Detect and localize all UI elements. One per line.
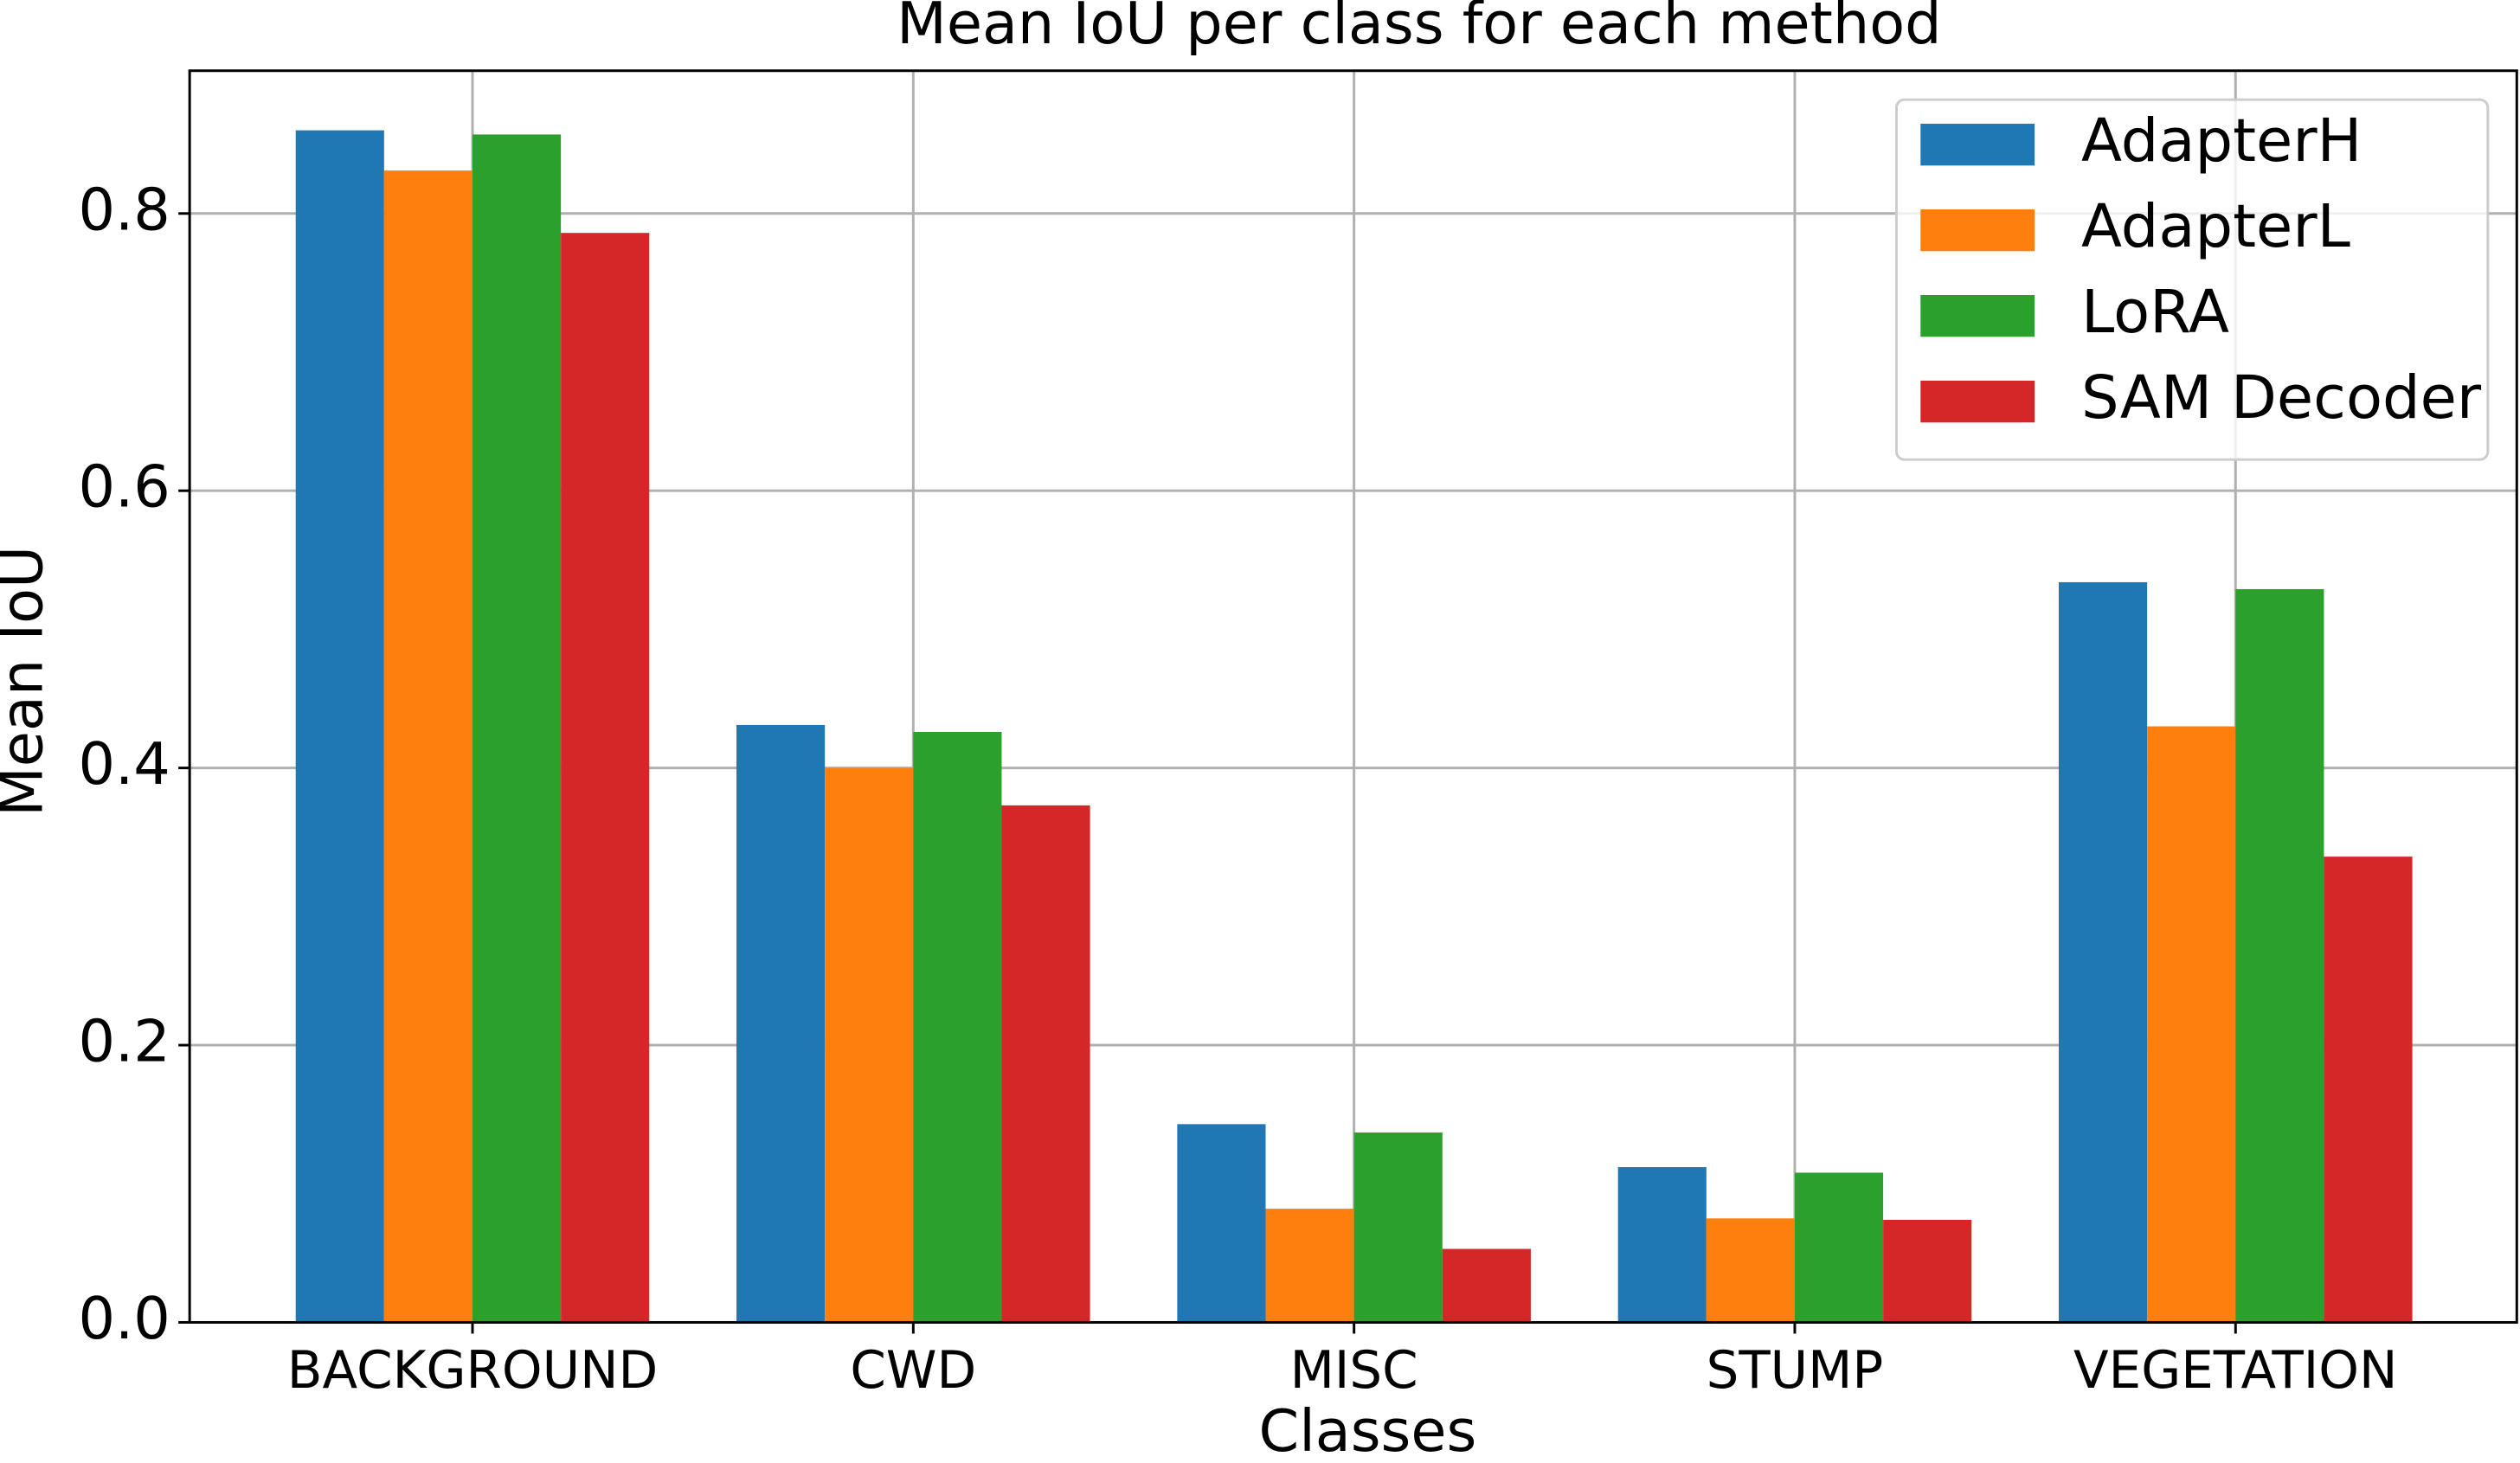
bar <box>383 170 472 1323</box>
bar <box>472 134 562 1323</box>
x-tick-label: CWD <box>850 1341 976 1401</box>
bar <box>736 724 826 1323</box>
chart-title: Mean IoU per class for each method <box>897 0 1941 57</box>
bar <box>2324 857 2413 1323</box>
bar <box>1265 1209 1354 1323</box>
legend-swatch <box>1920 209 2035 252</box>
legend-label: SAM Decoder <box>2081 363 2482 433</box>
x-tick-label: MISC <box>1290 1341 1418 1401</box>
bar <box>2235 588 2324 1323</box>
x-tick-label: STUMP <box>1707 1341 1884 1401</box>
y-tick-label: 0.8 <box>79 176 170 243</box>
x-tick-label: BACKGROUND <box>287 1341 659 1401</box>
y-tick-label: 0.2 <box>79 1008 170 1075</box>
legend-swatch <box>1920 295 2035 337</box>
bar <box>913 731 1002 1323</box>
bar <box>1001 805 1090 1323</box>
bar <box>2147 726 2236 1323</box>
bar <box>1177 1124 1266 1323</box>
y-tick-label: 0.4 <box>79 730 170 798</box>
y-axis-label: Mean IoU <box>0 546 55 817</box>
legend-label: AdapterL <box>2081 192 2350 261</box>
bar <box>825 767 914 1323</box>
y-tick-label: 0.6 <box>79 453 170 521</box>
bar <box>1617 1167 1707 1323</box>
bar <box>1442 1248 1531 1323</box>
legend-box <box>1894 98 2490 461</box>
bar <box>1794 1172 1884 1323</box>
bar <box>1706 1218 1795 1323</box>
legend-swatch <box>1920 380 2035 423</box>
bar <box>2059 581 2148 1323</box>
y-tick-label: 0.0 <box>79 1285 170 1352</box>
legend-swatch <box>1920 124 2035 166</box>
axes-frame <box>188 69 2518 1324</box>
bar <box>561 233 650 1323</box>
bars <box>295 130 2413 1323</box>
legend-label: LoRA <box>2081 278 2229 347</box>
x-axis-label: Classes <box>1259 1397 1477 1463</box>
bar <box>295 130 384 1323</box>
legend: AdapterH AdapterL LoRA SAM Decoder <box>1894 98 2490 461</box>
bar <box>1883 1219 1972 1323</box>
bar <box>1353 1132 1443 1323</box>
legend-label: AdapterH <box>2081 106 2362 176</box>
x-tick-label: VEGETATION <box>2073 1341 2397 1401</box>
